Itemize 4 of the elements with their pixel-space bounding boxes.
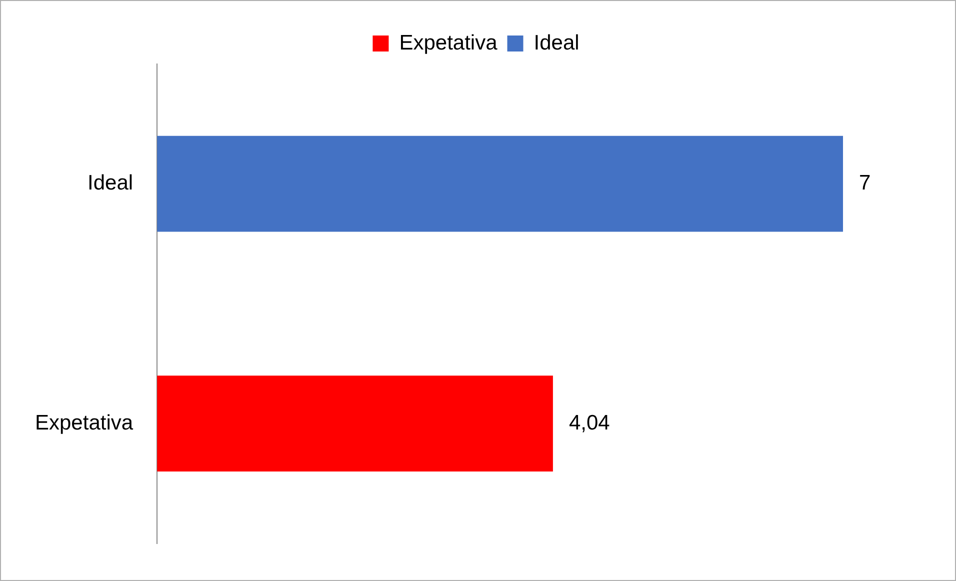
data-label: 7 bbox=[859, 172, 871, 195]
legend-label: Ideal bbox=[534, 31, 580, 54]
data-label: 4,04 bbox=[568, 411, 610, 434]
legend-label: Expetativa bbox=[399, 31, 498, 54]
